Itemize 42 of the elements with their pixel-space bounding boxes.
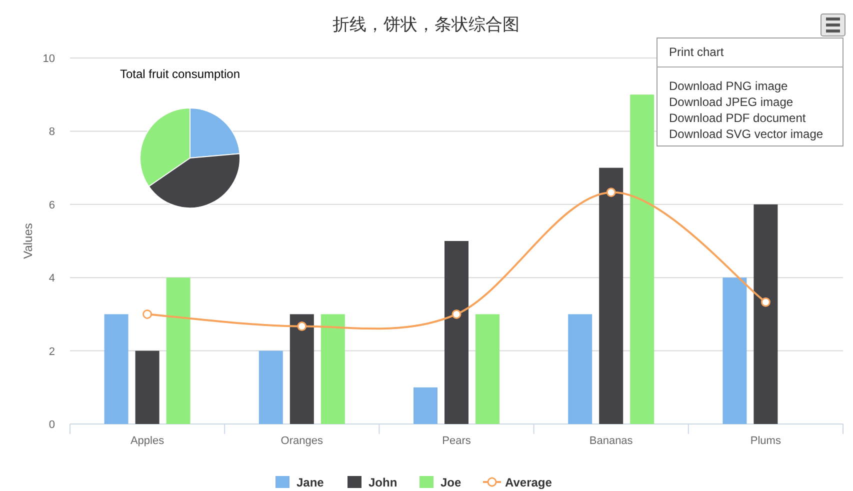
point bbox=[760, 297, 770, 307]
x-tick-label: Pears bbox=[442, 435, 472, 447]
legend-label: Jane bbox=[296, 476, 324, 490]
bar bbox=[258, 350, 283, 424]
point bbox=[297, 322, 307, 332]
x-tick-label: Apples bbox=[130, 435, 165, 447]
point bbox=[142, 309, 152, 319]
legend-label: Average bbox=[505, 476, 552, 490]
legend-label: John bbox=[368, 476, 398, 490]
bar bbox=[599, 168, 624, 424]
bar bbox=[135, 350, 160, 424]
annotation: Download SVG vector image bbox=[669, 127, 824, 141]
point bbox=[606, 188, 616, 198]
bar bbox=[568, 314, 592, 424]
y-tick-label: 8 bbox=[48, 126, 55, 138]
x-tick-label: Oranges bbox=[280, 435, 324, 447]
y-tick-label: 6 bbox=[48, 199, 55, 212]
annotation: Download PDF document bbox=[669, 111, 806, 125]
annotation: Download PNG image bbox=[669, 79, 788, 93]
x-tick-label: Bananas bbox=[589, 435, 634, 447]
bar bbox=[320, 314, 345, 424]
bar bbox=[722, 278, 747, 424]
y-tick-label: 0 bbox=[48, 419, 55, 431]
point bbox=[452, 309, 462, 319]
bar bbox=[414, 387, 438, 424]
chart-title: Total fruit consumption bbox=[120, 67, 240, 81]
bar bbox=[476, 314, 500, 424]
bar bbox=[290, 314, 314, 424]
x-tick-label: Plums bbox=[750, 435, 782, 447]
bar bbox=[166, 278, 190, 424]
bar bbox=[104, 314, 128, 424]
y-axis-title: Values bbox=[21, 223, 35, 259]
annotation: Download JPEG image bbox=[669, 95, 794, 109]
y-tick-label: 2 bbox=[48, 346, 55, 358]
y-tick-label: 10 bbox=[42, 53, 55, 65]
bar bbox=[630, 94, 654, 424]
annotation: Print chart bbox=[669, 45, 724, 59]
chart-title: 折线，饼状，条状综合图 bbox=[332, 15, 520, 34]
y-tick-label: 4 bbox=[48, 272, 55, 285]
bar bbox=[754, 204, 778, 424]
bar bbox=[444, 241, 468, 424]
legend-label: Joe bbox=[440, 476, 462, 490]
